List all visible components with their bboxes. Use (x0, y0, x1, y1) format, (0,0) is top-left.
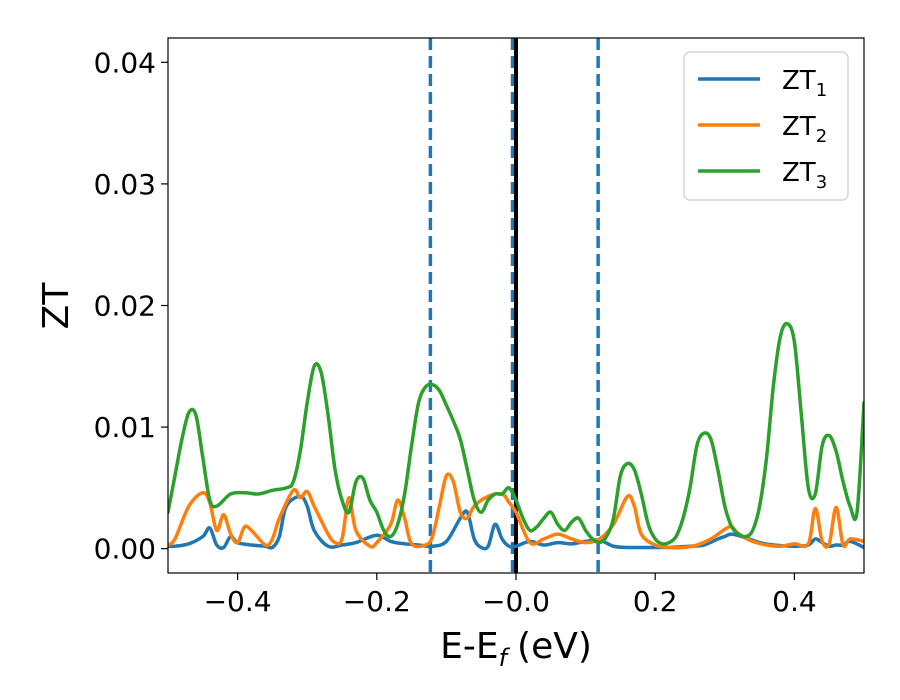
legend-label-zt2: ZT2 (782, 112, 827, 147)
x-tick-label: −0.2 (343, 585, 411, 618)
x-tick-label: 0.2 (633, 585, 678, 618)
y-tick-label: 0.03 (94, 168, 156, 201)
reference-lines (428, 38, 600, 573)
y-tick-label: 0.00 (94, 533, 156, 566)
legend-label-zt1: ZT1 (782, 66, 827, 101)
x-tick-label: 0.4 (772, 585, 817, 618)
series-line-zt3 (168, 321, 864, 546)
y-tick-label: 0.02 (94, 290, 156, 323)
y-tick-label: 0.04 (94, 46, 156, 79)
y-tick-label: 0.01 (94, 411, 156, 444)
x-tick-label: −0.0 (482, 585, 550, 618)
legend-box (683, 51, 849, 201)
x-axis-ticks: −0.4 −0.2 −0.0 0.2 0.4 (204, 573, 817, 618)
legend: ZT1 ZT2 ZT3 (683, 51, 849, 201)
x-axis-label-subscript: f (499, 644, 511, 672)
x-axis-label-unit: (eV) (517, 626, 592, 667)
x-tick-label: −0.4 (204, 585, 272, 618)
x-axis-label: E-Ef (eV) (440, 626, 592, 672)
y-axis-ticks: 0.00 0.01 0.02 0.03 0.04 (94, 46, 168, 566)
x-axis-label-main: E-E (440, 626, 498, 667)
series-lines (168, 321, 864, 551)
y-axis-label: ZT (36, 282, 77, 330)
legend-label-zt3: ZT3 (782, 158, 827, 193)
